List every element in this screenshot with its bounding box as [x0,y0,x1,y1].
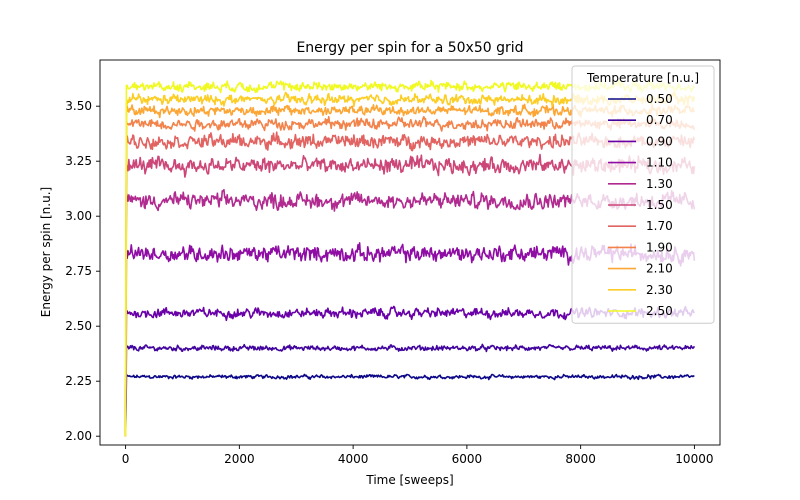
legend-box [571,65,715,324]
legend-label-2.30: 2.30 [646,283,673,297]
legend-label-2.50: 2.50 [646,304,673,318]
x-tick-label: 2000 [224,452,255,466]
y-axis: 2.00 2.25 2.50 2.75 3.00 3.25 3.50 [65,99,100,443]
legend-label-1.70: 1.70 [646,219,673,233]
y-tick-label: 3.25 [65,154,92,168]
legend-label-0.90: 0.90 [646,134,673,148]
legend-label-1.90: 1.90 [646,240,673,254]
y-tick-label: 3.00 [65,209,92,223]
series-line-0.70 [124,343,696,437]
series-line-0.50 [124,373,695,437]
legend-label-1.50: 1.50 [646,198,673,212]
chart-title: Energy per spin for a 50x50 grid [296,40,523,56]
x-tick-label: 0 [122,452,130,466]
y-axis-label: Energy per spin [n.u.] [39,187,53,317]
legend-label-0.70: 0.70 [646,113,673,127]
x-tick-label: 8000 [565,452,596,466]
legend-label-0.50: 0.50 [646,92,673,106]
x-axis-label: Time [sweeps] [365,473,453,487]
y-tick-label: 2.50 [65,319,92,333]
legend-label-1.30: 1.30 [646,177,673,191]
legend: Temperature [n.u.] 0.50 0.70 0.90 1.10 1.30 1.… [571,65,715,324]
y-tick-label: 2.25 [65,374,92,388]
y-tick-label: 2.75 [65,264,92,278]
x-tick-label: 10000 [675,452,713,466]
legend-title: Temperature [n.u.] [586,71,699,85]
x-tick-label: 6000 [452,452,483,466]
x-axis: 0 2000 4000 6000 8000 10000 [122,445,713,466]
y-tick-label: 3.50 [65,99,92,113]
plot-frame [99,59,721,446]
y-tick-label: 2.00 [65,429,92,443]
legend-label-1.10: 1.10 [646,156,673,170]
legend-label-2.10: 2.10 [646,262,673,276]
x-tick-label: 4000 [338,452,369,466]
